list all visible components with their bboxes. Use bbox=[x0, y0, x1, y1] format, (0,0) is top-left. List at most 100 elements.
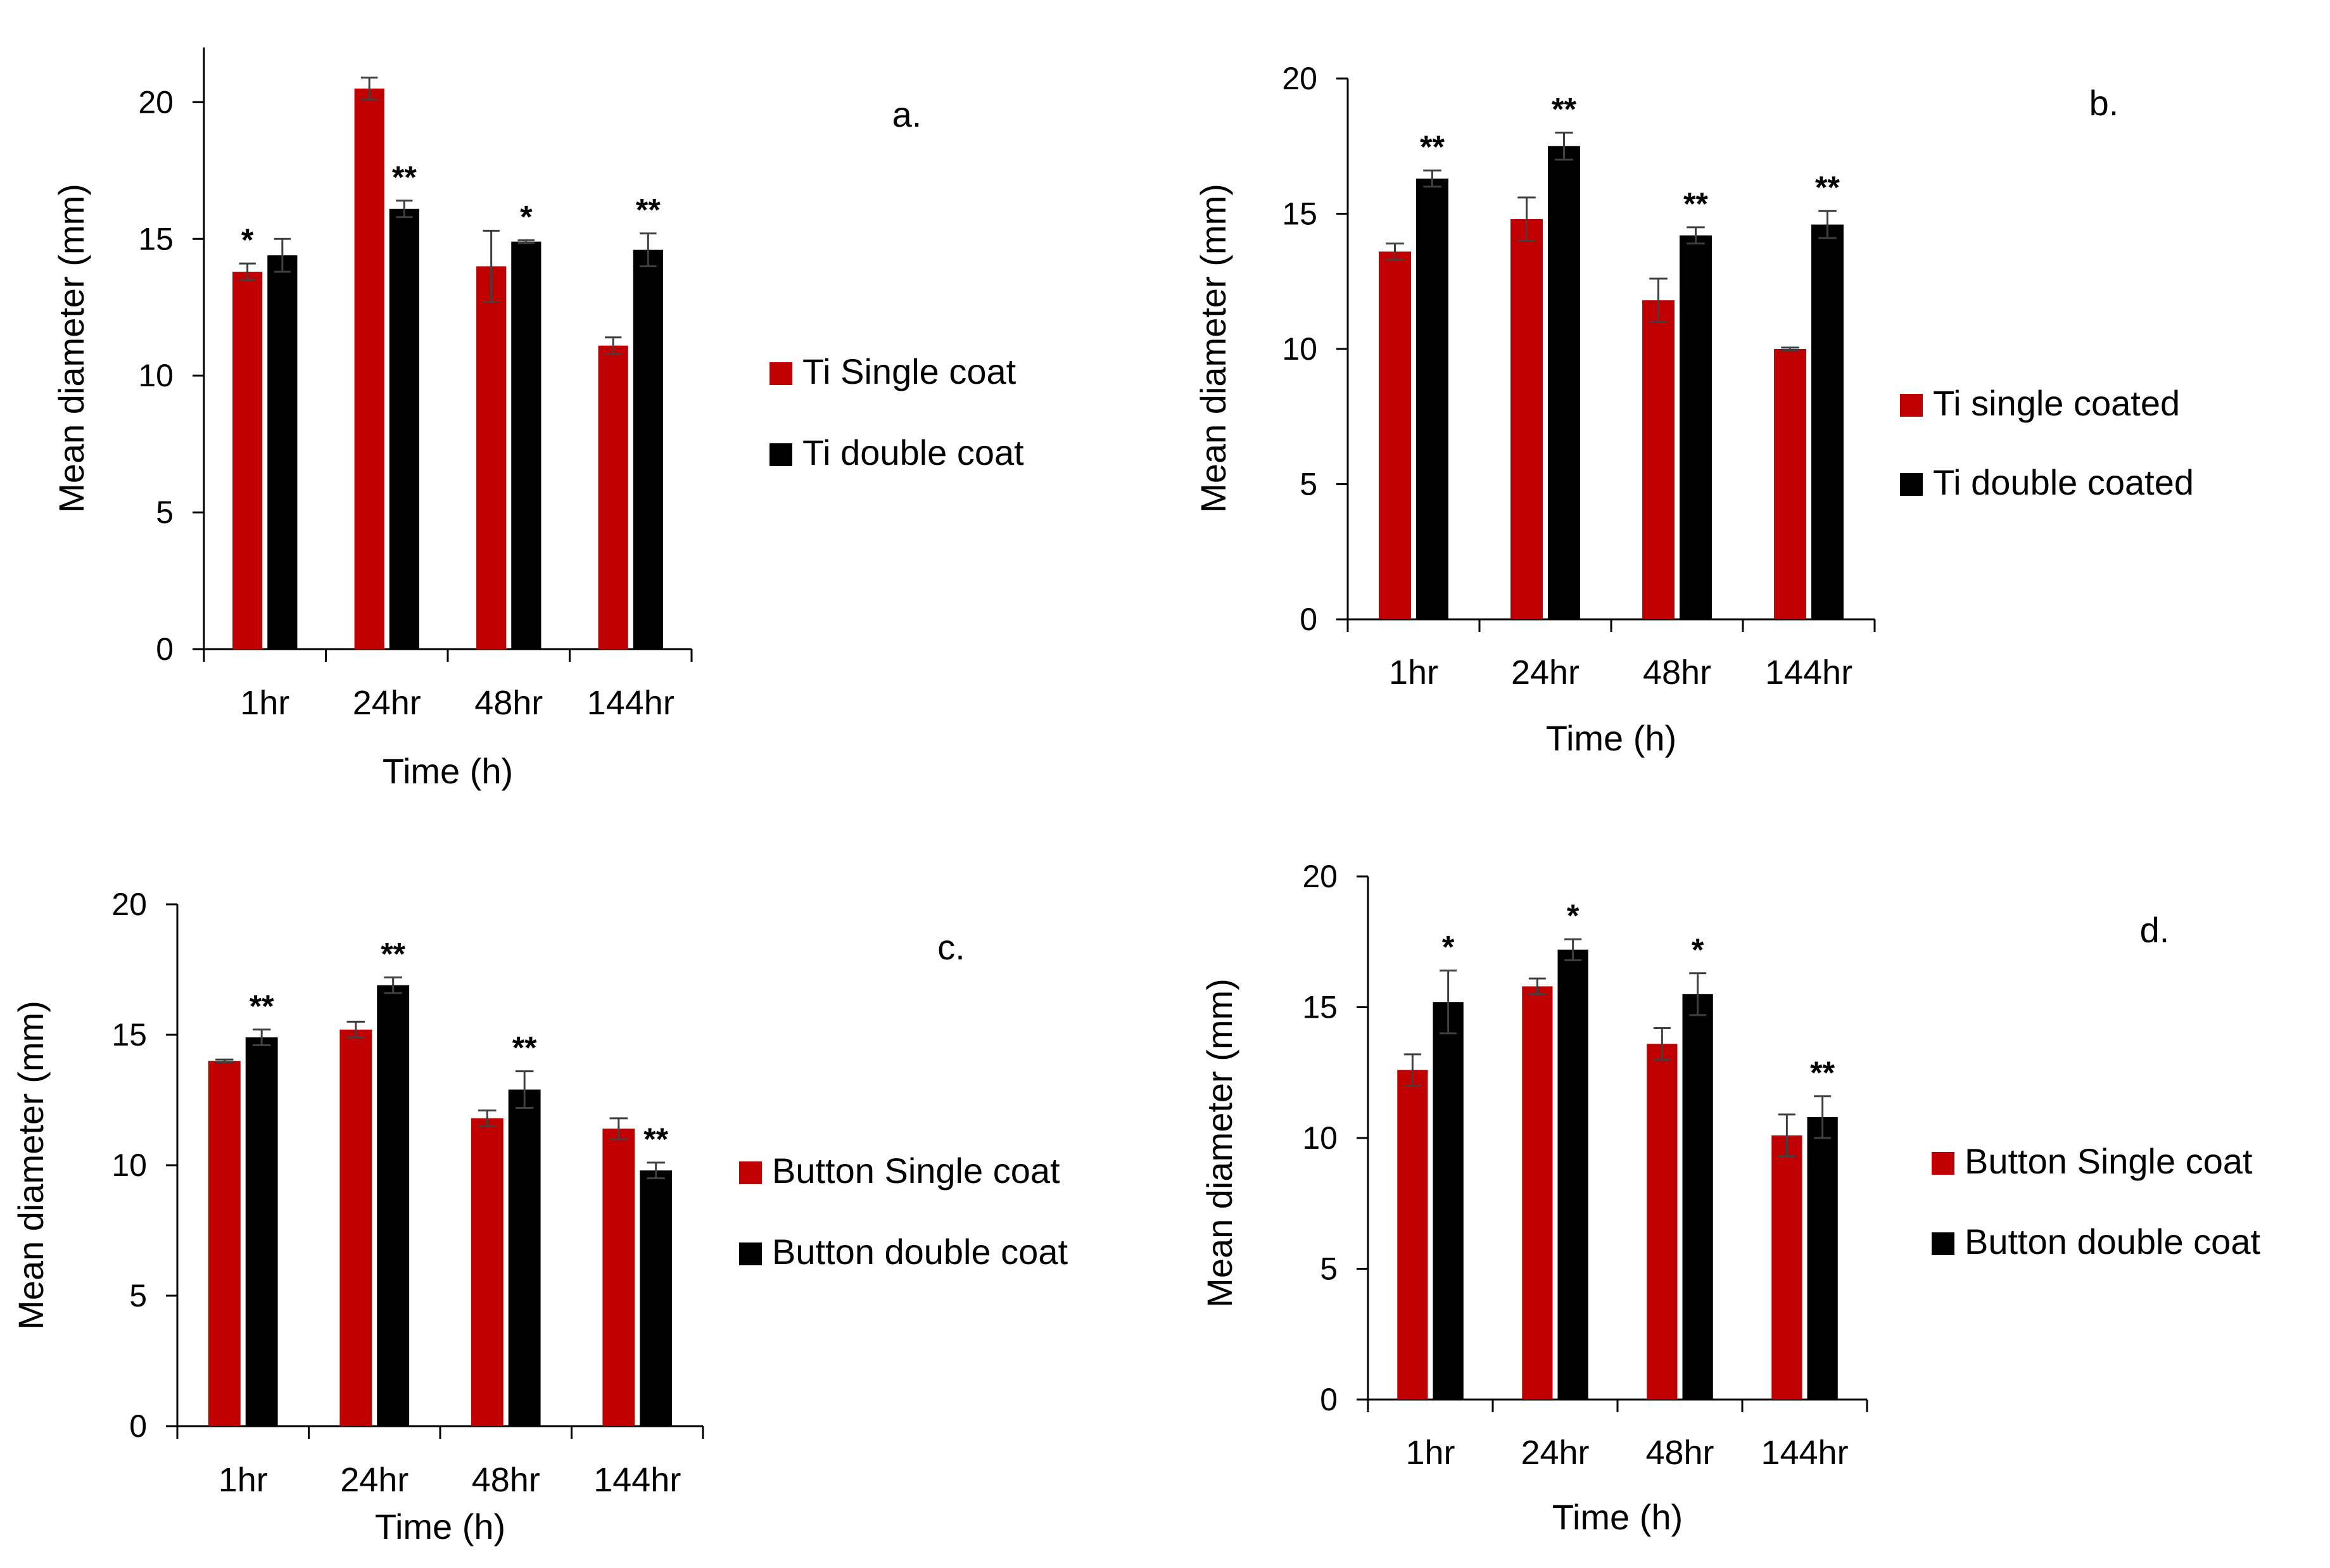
significance-marker: * bbox=[520, 199, 533, 234]
x-axis-title: Time (h) bbox=[375, 1507, 505, 1546]
panel-label: c. bbox=[937, 927, 965, 967]
bar-single-1hr bbox=[232, 272, 263, 649]
x-tick-label: 144hr bbox=[587, 684, 674, 722]
y-tick-label: 20 bbox=[138, 84, 174, 120]
bar-double-144hr bbox=[640, 1170, 673, 1426]
significance-marker: * bbox=[1567, 898, 1580, 933]
x-tick-label: 144hr bbox=[1765, 654, 1852, 692]
x-tick-label: 144hr bbox=[1761, 1434, 1848, 1472]
y-tick-label: 10 bbox=[1282, 331, 1317, 367]
legend-label-single: Ti Single coat bbox=[802, 351, 1016, 391]
y-tick-label: 20 bbox=[1302, 859, 1338, 894]
y-tick-label: 15 bbox=[1302, 990, 1338, 1025]
bar-single-144hr bbox=[598, 345, 628, 649]
significance-marker: ** bbox=[636, 193, 661, 228]
legend-swatch-single bbox=[769, 362, 792, 385]
y-tick-label: 5 bbox=[1320, 1251, 1338, 1287]
bar-single-24hr bbox=[1522, 986, 1553, 1400]
x-tick-label: 1hr bbox=[1405, 1434, 1455, 1472]
bar-single-144hr bbox=[602, 1129, 635, 1426]
bar-double-48hr bbox=[1680, 235, 1712, 619]
bar-single-48hr bbox=[1647, 1044, 1678, 1400]
legend-label-single: Button Single coat bbox=[1965, 1141, 2253, 1181]
y-tick-label: 15 bbox=[138, 221, 174, 256]
panel-label: b. bbox=[2089, 83, 2119, 123]
bar-single-24hr bbox=[339, 1029, 372, 1426]
x-axis-title: Time (h) bbox=[383, 751, 513, 791]
panel-label: d. bbox=[2140, 910, 2170, 950]
x-tick-label: 24hr bbox=[340, 1461, 408, 1499]
bar-single-24hr bbox=[354, 88, 384, 650]
significance-marker: ** bbox=[1810, 1055, 1835, 1091]
significance-marker: ** bbox=[512, 1030, 537, 1066]
legend-swatch-double bbox=[1932, 1232, 1954, 1255]
bar-double-24hr bbox=[1557, 949, 1588, 1400]
y-tick-label: 10 bbox=[1302, 1120, 1338, 1156]
x-axis-title: Time (h) bbox=[1546, 718, 1676, 758]
significance-marker: ** bbox=[643, 1122, 668, 1157]
legend-label-double: Ti double coated bbox=[1933, 462, 2194, 502]
significance-marker: ** bbox=[392, 160, 417, 195]
legend-label-single: Button Single coat bbox=[772, 1151, 1060, 1191]
significance-marker: ** bbox=[381, 936, 405, 971]
x-tick-label: 48hr bbox=[474, 684, 543, 722]
significance-marker: ** bbox=[1815, 170, 1840, 205]
bar-double-24hr bbox=[377, 985, 410, 1426]
bar-double-48hr bbox=[511, 241, 541, 649]
x-tick-label: 24hr bbox=[1521, 1434, 1589, 1472]
x-tick-label: 48hr bbox=[1645, 1434, 1714, 1472]
y-tick-label: 5 bbox=[156, 495, 174, 530]
significance-marker: ** bbox=[1552, 91, 1576, 127]
bar-single-48hr bbox=[471, 1118, 503, 1426]
x-tick-label: 24hr bbox=[1511, 654, 1580, 692]
legend-swatch-single bbox=[1900, 394, 1923, 417]
legend-swatch-double bbox=[769, 443, 792, 466]
significance-marker: ** bbox=[250, 989, 274, 1024]
x-tick-label: 24hr bbox=[353, 684, 421, 722]
legend-label-double: Button double coat bbox=[772, 1232, 1068, 1272]
legend-swatch-double bbox=[1900, 473, 1923, 496]
y-tick-label: 5 bbox=[129, 1278, 147, 1313]
bar-single-48hr bbox=[1642, 300, 1675, 619]
significance-marker: ** bbox=[1683, 186, 1708, 222]
y-tick-label: 0 bbox=[156, 631, 174, 667]
panel-label: a. bbox=[892, 94, 922, 134]
bar-double-1hr bbox=[267, 255, 298, 649]
bar-double-48hr bbox=[508, 1089, 541, 1426]
bar-double-24hr bbox=[1548, 146, 1580, 619]
x-tick-label: 48hr bbox=[1643, 654, 1711, 692]
legend-label-double: Button double coat bbox=[1965, 1222, 2260, 1261]
bar-single-1hr bbox=[1397, 1070, 1428, 1400]
chart-panel-b: 0 5 10 15 20 1hr 24hr 48hr 144hr ** ** ** ** Time (h)… bbox=[1193, 61, 2194, 758]
legend-swatch-double bbox=[739, 1242, 762, 1265]
bar-single-1hr bbox=[1379, 251, 1411, 619]
x-axis-title: Time (h) bbox=[1552, 1497, 1683, 1537]
bar-double-144hr bbox=[633, 250, 663, 650]
y-tick-label: 15 bbox=[111, 1017, 147, 1053]
y-tick-label: 0 bbox=[1300, 602, 1317, 637]
significance-marker: ** bbox=[1420, 129, 1445, 165]
legend-swatch-single bbox=[739, 1161, 762, 1184]
legend-label-double: Ti double coat bbox=[802, 433, 1024, 472]
x-tick-label: 1hr bbox=[1389, 654, 1438, 692]
bar-double-144hr bbox=[1807, 1116, 1838, 1400]
y-tick-label: 5 bbox=[1300, 467, 1317, 502]
x-tick-label: 1hr bbox=[218, 1461, 268, 1499]
y-axis-title: Mean diameter (mm) bbox=[11, 1001, 51, 1330]
legend-label-single: Ti single coated bbox=[1933, 383, 2180, 423]
x-tick-label: 144hr bbox=[593, 1461, 681, 1499]
bar-double-48hr bbox=[1682, 994, 1713, 1400]
y-tick-label: 0 bbox=[129, 1408, 147, 1444]
y-tick-label: 15 bbox=[1282, 196, 1317, 232]
bar-double-24hr bbox=[389, 208, 419, 650]
bar-single-144hr bbox=[1774, 349, 1806, 619]
significance-marker: * bbox=[1442, 930, 1455, 965]
significance-marker: * bbox=[241, 222, 254, 258]
bar-double-144hr bbox=[1811, 224, 1844, 620]
x-tick-label: 1hr bbox=[240, 684, 289, 722]
bar-double-1hr bbox=[1416, 178, 1448, 619]
y-axis-title: Mean diameter (mm) bbox=[1200, 978, 1239, 1308]
y-tick-label: 10 bbox=[138, 358, 174, 393]
